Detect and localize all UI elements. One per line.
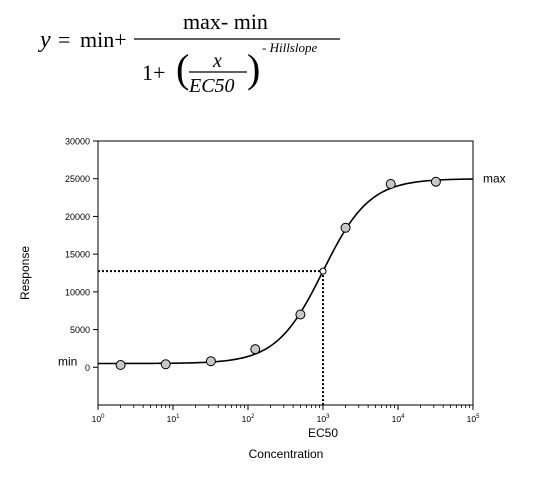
- hill-equation: y = min+ max- min 1+ ( x EC50 ) - Hillsl…: [38, 9, 340, 97]
- chart-area: 0 5000 10000 15000 20000 25000 30000 100 101 102…: [18, 137, 506, 462]
- y-tick-label: 10000: [65, 287, 90, 297]
- formula-inner-denominator: EC50: [188, 75, 235, 97]
- formula-y: y: [38, 27, 51, 53]
- data-points: [115, 176, 441, 371]
- y-tick-label: 20000: [65, 212, 90, 222]
- y-tick-label: 0: [85, 363, 90, 373]
- x-tick-label: 101: [167, 414, 180, 424]
- y-tick-label: 15000: [65, 250, 90, 260]
- formula-paren-left: (: [176, 46, 189, 91]
- max-annotation: max: [483, 172, 506, 186]
- ec50-annotation: EC50: [308, 426, 338, 440]
- x-axis-label: Concentration: [249, 447, 324, 461]
- y-tick-label: 25000: [65, 174, 90, 184]
- x-tick-label: 104: [392, 414, 405, 424]
- formula-inner-numerator: x: [212, 50, 222, 72]
- data-point: [385, 178, 396, 189]
- formula-exponent: - Hillslope: [262, 40, 317, 55]
- data-point: [160, 359, 171, 370]
- x-tick-label: 105: [467, 414, 480, 424]
- formula-one-plus: 1+: [142, 60, 165, 85]
- data-point: [250, 344, 261, 355]
- x-tick-label: 100: [92, 414, 105, 424]
- fit-curve: [98, 178, 474, 365]
- x-tick-label: 102: [242, 414, 255, 424]
- y-axis-label: Response: [18, 246, 32, 300]
- formula-equals: =: [58, 27, 70, 52]
- data-point: [115, 360, 126, 371]
- ec50-marker: [319, 267, 327, 275]
- y-axis: 0 5000 10000 15000 20000 25000 30000: [65, 137, 98, 373]
- formula-min-plus: min+: [80, 27, 127, 52]
- x-tick-label: 103: [317, 414, 330, 424]
- y-tick-label: 30000: [65, 137, 90, 147]
- min-annotation: min: [58, 355, 77, 369]
- y-tick-label: 5000: [70, 325, 90, 335]
- plot-frame: [97, 140, 474, 406]
- x-axis: 100 101 102 103 104 105: [92, 405, 480, 424]
- data-point: [430, 176, 441, 187]
- data-point: [295, 309, 306, 320]
- ec50-guides: [98, 270, 324, 405]
- formula-paren-right: ): [247, 46, 260, 91]
- data-point: [340, 222, 351, 233]
- formula-numerator: max- min: [183, 9, 268, 34]
- data-point: [205, 356, 216, 367]
